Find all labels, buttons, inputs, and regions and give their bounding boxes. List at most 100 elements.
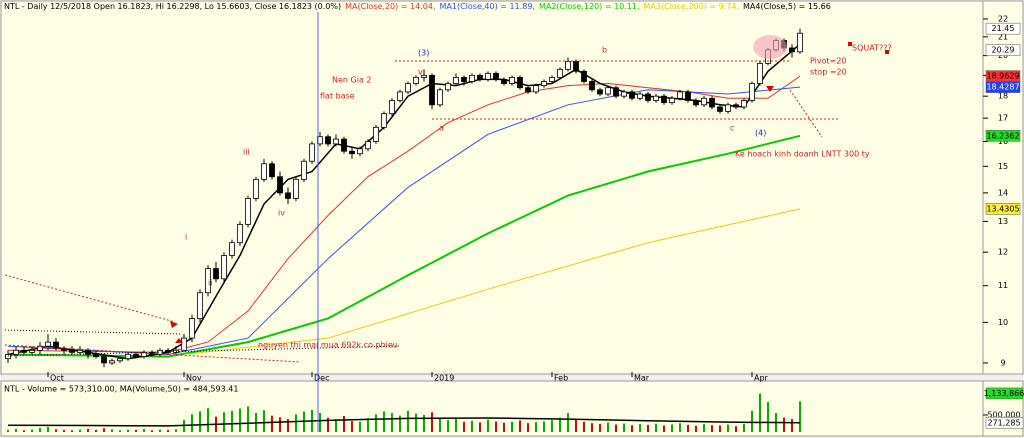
value-badge xyxy=(985,387,1024,400)
volume-bar xyxy=(399,415,401,432)
candle-body xyxy=(93,354,99,357)
volume-bar xyxy=(503,422,505,432)
volume-bar xyxy=(495,421,497,432)
volume-bar xyxy=(511,421,513,432)
candle-body xyxy=(253,178,259,199)
candle-body xyxy=(685,91,691,101)
arrow xyxy=(766,86,774,92)
legend-entry: MA3(Close,200) = 9.74, xyxy=(644,2,739,11)
arrow xyxy=(170,321,178,328)
channel-line xyxy=(4,329,181,335)
candle-body xyxy=(517,76,523,89)
annotation: a xyxy=(439,124,444,133)
volume-bar xyxy=(279,417,281,432)
y-tick-label: 17 xyxy=(998,114,1008,123)
volume-bar xyxy=(479,422,481,432)
volume-bar xyxy=(7,429,9,432)
volume-bar xyxy=(599,423,601,432)
candle-body xyxy=(629,91,635,99)
y-tick-label: 10 xyxy=(998,318,1008,327)
annotation: b xyxy=(602,46,607,55)
volume-bar xyxy=(799,401,801,432)
volume-bar xyxy=(767,402,769,432)
candle-body xyxy=(245,198,251,225)
volume-bar xyxy=(239,408,241,432)
volume-bar xyxy=(679,423,681,432)
volume-bar xyxy=(575,419,577,432)
candle-body xyxy=(373,126,379,142)
volume-bar xyxy=(39,427,41,432)
volume-bar xyxy=(111,429,113,432)
candle-body xyxy=(573,61,579,72)
annotation: v xyxy=(418,68,423,77)
x-tick-label: Dec xyxy=(314,374,329,383)
volume-bar xyxy=(79,429,81,432)
candle-body xyxy=(613,87,619,97)
annotation: iii xyxy=(243,148,250,157)
volume-bar xyxy=(519,420,521,432)
volume-bar xyxy=(335,419,337,432)
value-badge-label: 13.4305 xyxy=(986,204,1019,213)
volume-bar xyxy=(175,429,177,432)
price-axis-panel xyxy=(982,0,1024,375)
candle-body xyxy=(581,70,587,82)
candle-body xyxy=(477,74,483,80)
volume-bar xyxy=(231,410,233,432)
candle-body xyxy=(469,74,475,82)
value-badge xyxy=(985,22,1021,35)
volume-bar xyxy=(295,414,297,432)
candle-body xyxy=(117,358,123,362)
volume-bar xyxy=(671,424,673,432)
candle-body xyxy=(733,104,739,108)
candle-body xyxy=(29,349,35,353)
volume-bar xyxy=(271,415,273,432)
volume-bar xyxy=(759,393,761,432)
candle-body xyxy=(677,91,683,99)
candle-body xyxy=(445,83,451,91)
candle-body xyxy=(421,74,427,78)
annotation: iv xyxy=(278,209,285,218)
volume-bar xyxy=(791,419,793,432)
y-tick-label: 21 xyxy=(998,32,1008,41)
value-badge xyxy=(985,203,1021,215)
candle-body xyxy=(669,97,675,104)
candle-body xyxy=(557,68,563,78)
candle-body xyxy=(285,192,291,199)
candle-body xyxy=(397,91,403,101)
annotation: stop =20 xyxy=(810,68,847,77)
volume-bar xyxy=(455,418,457,432)
volume-bar xyxy=(655,423,657,432)
volume-bar xyxy=(191,414,193,432)
annotation: SQUAT??? xyxy=(852,44,892,53)
candle-body xyxy=(85,349,91,355)
volume-bar xyxy=(143,428,145,432)
candle-body xyxy=(389,100,395,115)
x-tick-label: Nov xyxy=(186,374,202,383)
volume-bar xyxy=(127,429,129,432)
volume-bar xyxy=(719,425,721,432)
candle-body xyxy=(797,32,803,53)
volume-bar xyxy=(31,429,33,432)
volume-bar xyxy=(727,424,729,432)
volume-bar xyxy=(439,417,441,432)
candle-body xyxy=(5,354,11,360)
volume-bar xyxy=(247,406,249,432)
annotation: i xyxy=(185,233,187,242)
volume-bar xyxy=(703,424,705,432)
candle-body xyxy=(661,95,667,104)
candle-body xyxy=(381,113,387,128)
candle-body xyxy=(277,176,283,194)
candle-body xyxy=(21,349,27,353)
candle-body xyxy=(229,242,235,256)
legend-entry: MA(Close,20) = 14.04, xyxy=(345,2,435,11)
candle-body xyxy=(157,349,163,355)
y-tick-label: 22 xyxy=(998,14,1008,23)
candle-body xyxy=(293,178,299,199)
volume-bar xyxy=(47,426,49,432)
volume-bar xyxy=(367,418,369,432)
candle-body xyxy=(221,255,227,280)
volume-bar xyxy=(663,425,665,432)
volume-header: NTL - Volume = 573,310.00, MA(Volume,50)… xyxy=(4,385,238,394)
annotation: c xyxy=(730,124,734,133)
volume-bar xyxy=(119,430,121,432)
